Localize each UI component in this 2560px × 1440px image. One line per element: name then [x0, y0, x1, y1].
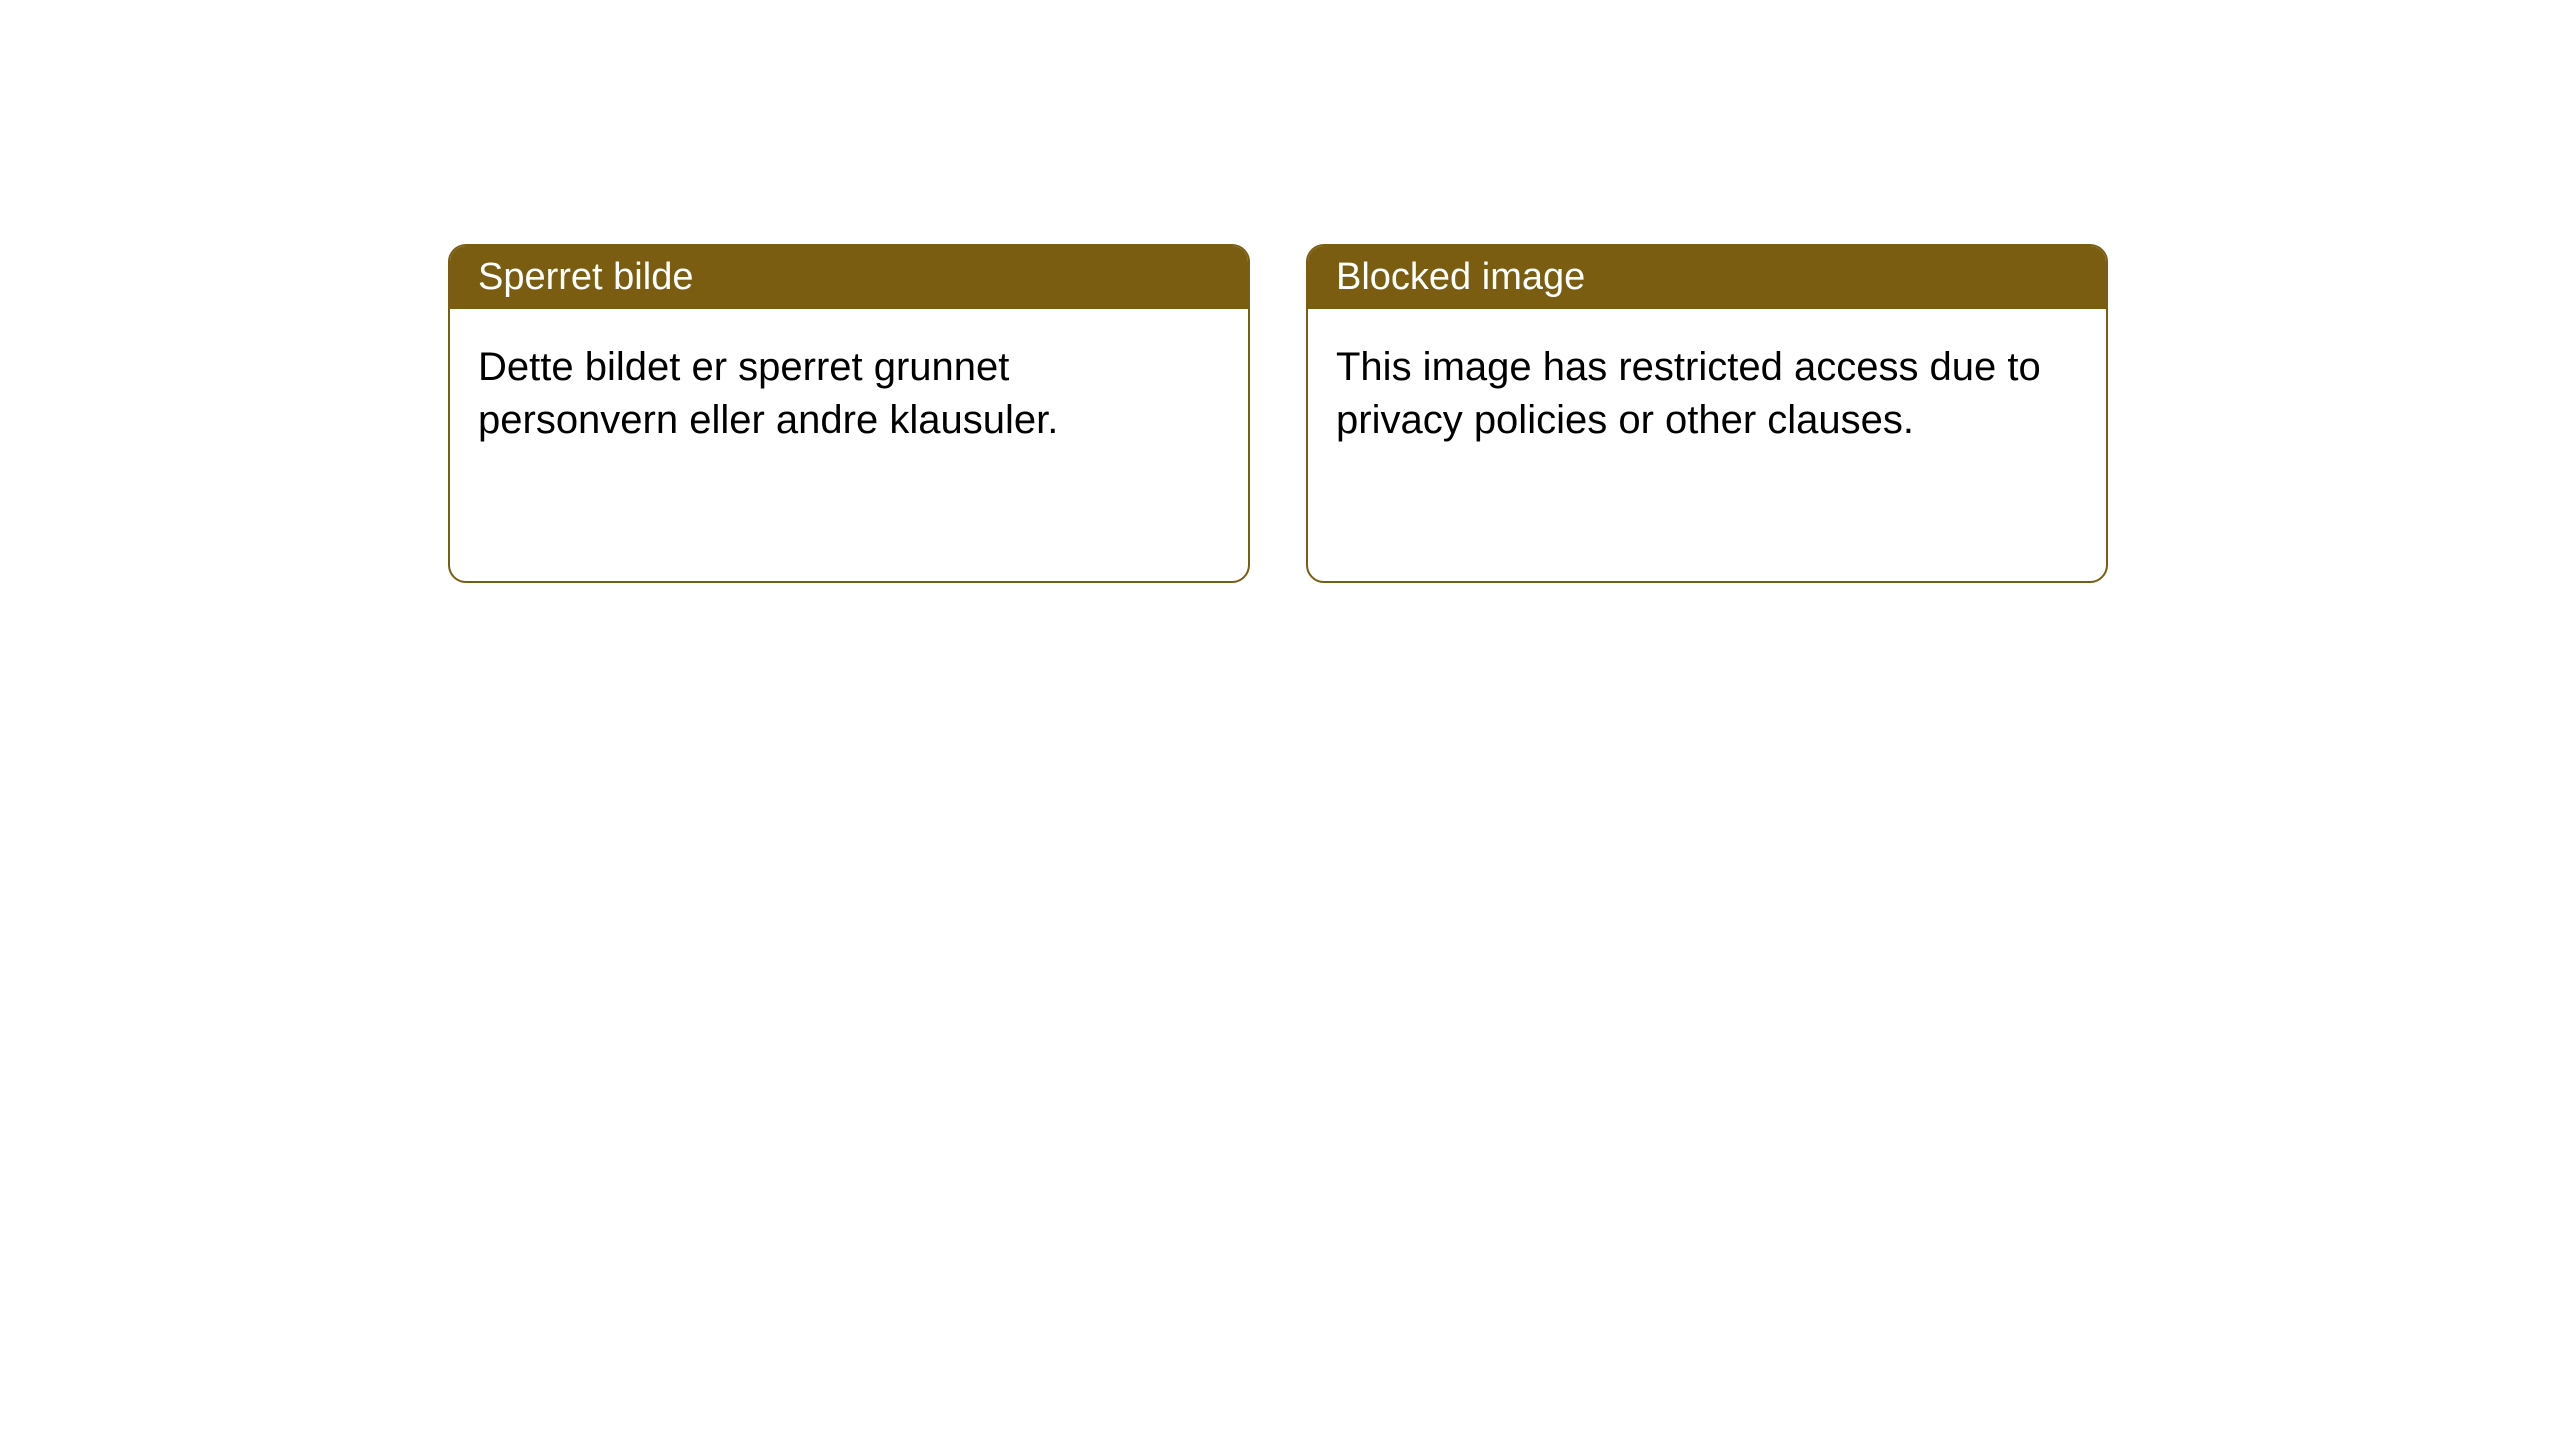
notice-card-en: Blocked image This image has restricted …: [1306, 244, 2108, 583]
notice-card-title: Sperret bilde: [478, 256, 693, 298]
notice-card-text: This image has restricted access due to …: [1336, 345, 2041, 442]
notice-card-header: Blocked image: [1308, 246, 2106, 309]
notice-card-body: Dette bildet er sperret grunnet personve…: [450, 309, 1248, 581]
notice-card-no: Sperret bilde Dette bildet er sperret gr…: [448, 244, 1250, 583]
notice-cards-row: Sperret bilde Dette bildet er sperret gr…: [448, 244, 2108, 583]
notice-card-header: Sperret bilde: [450, 246, 1248, 309]
notice-card-body: This image has restricted access due to …: [1308, 309, 2106, 581]
notice-card-title: Blocked image: [1336, 256, 1585, 298]
notice-card-text: Dette bildet er sperret grunnet personve…: [478, 345, 1058, 442]
